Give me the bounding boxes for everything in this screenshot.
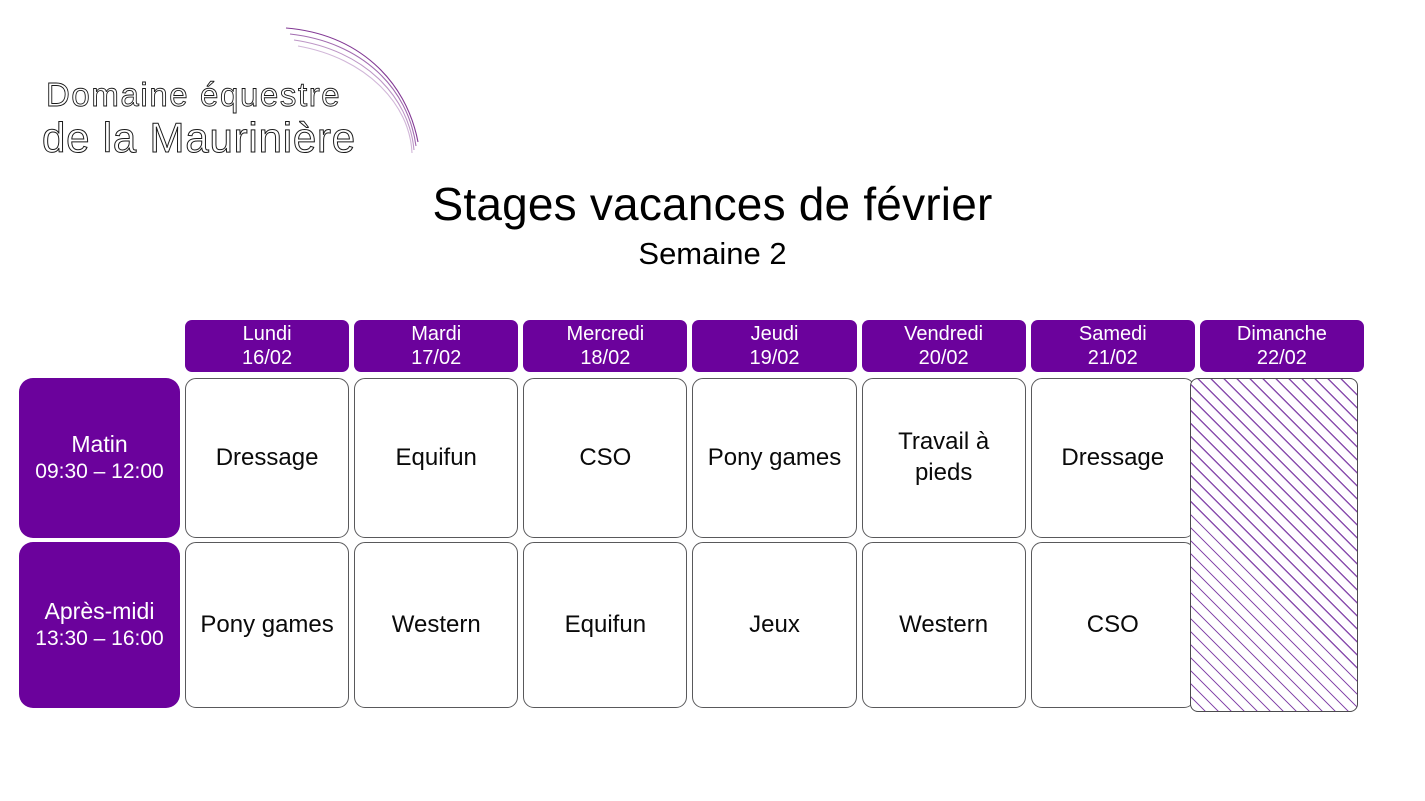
- activity-text: Western: [354, 542, 519, 708]
- row-label-apres-midi: Après-midi 13:30 – 16:00: [19, 542, 180, 708]
- row-label-time: 13:30 – 16:00: [35, 627, 164, 651]
- activity-cell-matin-mardi[interactable]: Equifun: [354, 378, 519, 538]
- title-block: Stages vacances de février Semaine 2: [0, 178, 1425, 273]
- logo-line-1: Domaine équestre: [46, 76, 341, 113]
- arc-swoosh-icon: [285, 27, 419, 154]
- logo-line-2: de la Maurinière: [42, 114, 356, 161]
- head-cell: Lundi 16/02: [185, 320, 350, 372]
- activity-cell-apresmidi-jeudi[interactable]: Jeux: [692, 542, 857, 708]
- day-header-lundi[interactable]: Lundi 16/02: [185, 320, 350, 372]
- closed-day-dimanche: [1190, 378, 1358, 712]
- row-label-text: Après-midi: [44, 598, 155, 625]
- day-date: 18/02: [580, 347, 631, 369]
- activity-cell-matin-mercredi[interactable]: CSO: [523, 378, 688, 538]
- day-date: 19/02: [749, 347, 800, 369]
- day-header-vendredi[interactable]: Vendredi 20/02: [861, 320, 1026, 372]
- activity-text: Equifun: [354, 378, 519, 538]
- day-name: Lundi: [242, 322, 292, 345]
- table-row-matin: Matin 09:30 – 12:00 Dressage Equifun CSO…: [19, 378, 1364, 538]
- day-header-samedi[interactable]: Samedi 21/02: [1030, 320, 1195, 372]
- activity-text: Pony games: [185, 542, 350, 708]
- day-date: 21/02: [1087, 347, 1138, 369]
- activity-cell-matin-lundi[interactable]: Dressage: [185, 378, 350, 538]
- logo-svg: Domaine équestre de la Maurinière: [42, 27, 419, 162]
- activity-cell-apresmidi-mercredi[interactable]: Equifun: [523, 542, 688, 708]
- day-name: Vendredi: [904, 322, 984, 345]
- row-label-matin: Matin 09:30 – 12:00: [19, 378, 180, 538]
- head-cell: Jeudi 19/02: [692, 320, 857, 372]
- day-name: Mardi: [411, 322, 462, 345]
- activity-cell-apresmidi-vendredi[interactable]: Western: [861, 542, 1026, 708]
- activity-cell-apresmidi-mardi[interactable]: Western: [354, 542, 519, 708]
- head-cell: Dimanche 22/02: [1199, 320, 1364, 372]
- activity-cell-apresmidi-lundi[interactable]: Pony games: [185, 542, 350, 708]
- activity-cell-matin-samedi[interactable]: Dressage: [1030, 378, 1195, 538]
- activity-text: Pony games: [692, 378, 857, 538]
- activity-text: CSO: [523, 378, 688, 538]
- day-header-mercredi[interactable]: Mercredi 18/02: [523, 320, 688, 372]
- day-date: 22/02: [1256, 347, 1307, 369]
- activity-text: Jeux: [692, 542, 857, 708]
- schedule-table: Lundi 16/02 Mardi 17/02 Mercredi 18/02 J…: [19, 320, 1364, 712]
- logo: Domaine équestre de la Maurinière: [28, 10, 448, 170]
- activity-text: Western: [861, 542, 1026, 708]
- row-label-time: 09:30 – 12:00: [35, 460, 164, 484]
- activity-text: Dressage: [185, 378, 350, 538]
- day-date: 17/02: [411, 347, 462, 369]
- day-date: 20/02: [918, 347, 969, 369]
- table-header-row: Lundi 16/02 Mardi 17/02 Mercredi 18/02 J…: [19, 320, 1364, 372]
- page-title: Stages vacances de février: [432, 178, 993, 230]
- activity-cell-matin-jeudi[interactable]: Pony games: [692, 378, 857, 538]
- head-cell: Mardi 17/02: [354, 320, 519, 372]
- day-name: Mercredi: [566, 322, 645, 345]
- day-name: Jeudi: [750, 322, 799, 345]
- row-label-text: Matin: [71, 431, 128, 458]
- head-cell: Mercredi 18/02: [523, 320, 688, 372]
- label-cell: Après-midi 13:30 – 16:00: [19, 542, 180, 708]
- activity-text: Dressage: [1030, 378, 1195, 538]
- day-name: Dimanche: [1236, 322, 1327, 345]
- activity-cell-matin-vendredi[interactable]: Travail à pieds: [861, 378, 1026, 538]
- activity-text: Equifun: [523, 542, 688, 708]
- table-corner-cell: [19, 320, 180, 372]
- day-header-jeudi[interactable]: Jeudi 19/02: [692, 320, 857, 372]
- page-subtitle: Semaine 2: [638, 236, 787, 272]
- activity-text: Travail à pieds: [861, 378, 1026, 538]
- table-row-apres-midi: Après-midi 13:30 – 16:00 Pony games West…: [19, 542, 1364, 708]
- activity-cell-apresmidi-samedi[interactable]: CSO: [1030, 542, 1195, 708]
- label-cell: Matin 09:30 – 12:00: [19, 378, 180, 538]
- day-header-mardi[interactable]: Mardi 17/02: [354, 320, 519, 372]
- head-cell: Samedi 21/02: [1030, 320, 1195, 372]
- day-name: Samedi: [1078, 322, 1147, 345]
- head-cell: Vendredi 20/02: [861, 320, 1026, 372]
- day-header-dimanche[interactable]: Dimanche 22/02: [1199, 320, 1364, 372]
- day-date: 16/02: [242, 347, 293, 369]
- activity-text: CSO: [1030, 542, 1195, 708]
